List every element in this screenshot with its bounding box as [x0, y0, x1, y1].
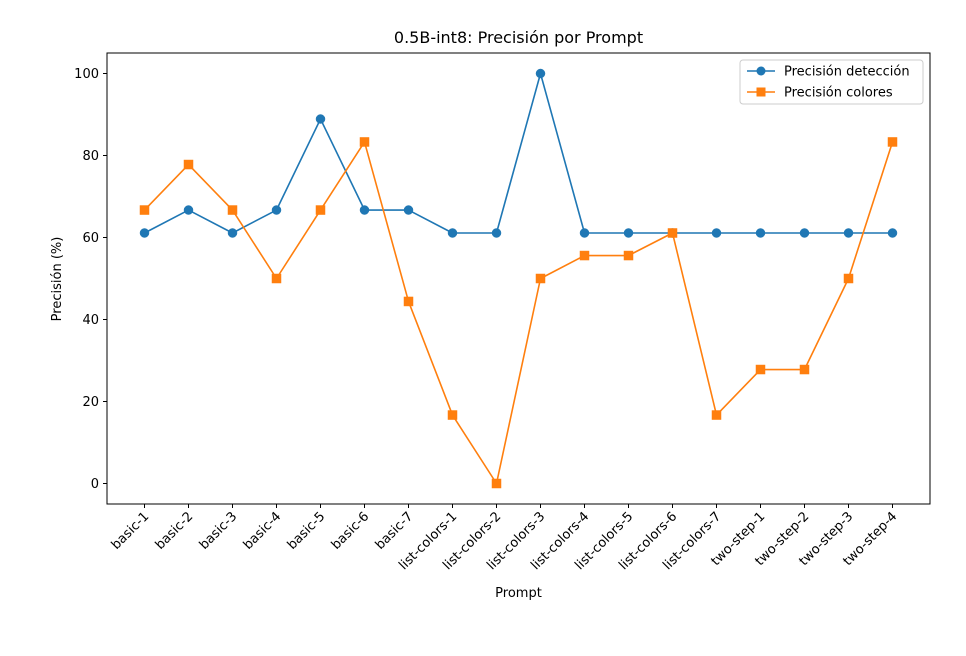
axes-frame: [106, 52, 931, 505]
legend-marker: [756, 66, 766, 76]
x-tick-label: basic-4: [241, 509, 285, 553]
data-point: [755, 364, 766, 375]
plot-background: [107, 53, 930, 504]
data-point: [227, 228, 238, 238]
y-tick-label: 100: [74, 67, 99, 82]
data-point: [887, 137, 898, 147]
data-point: [183, 159, 194, 170]
data-point: [315, 114, 326, 124]
legend-label: Precisión detección: [784, 65, 910, 80]
y-tick-label: 80: [82, 149, 99, 164]
data-point: [359, 137, 370, 147]
plot-area: [107, 53, 930, 504]
data-point: [139, 228, 150, 238]
y-tick-label: 40: [82, 313, 99, 328]
data-point: [799, 364, 810, 375]
data-point: [755, 228, 766, 238]
legend-entry: Precisión colores: [747, 86, 893, 101]
data-point: [271, 205, 282, 215]
data-point: [843, 273, 854, 284]
data-point: [315, 205, 326, 215]
data-point: [623, 250, 634, 261]
data-point: [183, 205, 194, 215]
x-tick-label: basic-3: [197, 509, 241, 553]
data-point: [535, 68, 546, 79]
data-point: [623, 228, 634, 238]
x-tick-label: basic-2: [153, 509, 197, 553]
series-1: [139, 68, 898, 238]
data-point: [711, 410, 722, 420]
x-axis-title: Prompt: [495, 586, 542, 601]
legend-marker: [756, 87, 766, 97]
x-tick-label: basic-6: [329, 509, 373, 553]
series-line: [144, 72, 893, 234]
legend-box: [739, 59, 924, 105]
data-point: [403, 205, 414, 215]
data-point: [711, 228, 722, 238]
data-point: [491, 478, 502, 489]
x-tick-label: basic-1: [109, 509, 153, 553]
data-point: [447, 228, 458, 238]
data-point: [579, 250, 590, 261]
data-point: [359, 205, 370, 215]
data-point: [139, 205, 150, 215]
y-tick-label: 60: [82, 231, 99, 246]
data-point: [403, 296, 414, 307]
data-point: [491, 228, 502, 238]
data-point: [799, 228, 810, 238]
legend-label: Precisión colores: [784, 86, 893, 101]
series-line: [143, 141, 894, 485]
data-point: [535, 273, 546, 284]
data-point: [227, 205, 238, 215]
y-axis-title: Precisión (%): [50, 237, 65, 322]
y-tick-label: 20: [82, 395, 99, 410]
data-point: [579, 228, 590, 238]
data-point: [447, 410, 458, 420]
y-tick-label: 0: [91, 477, 99, 492]
chart-title: 0.5B-int8: Precisión por Prompt: [394, 28, 643, 47]
series-2: [139, 137, 898, 489]
legend-entry: Precisión detección: [747, 65, 910, 80]
data-point: [667, 228, 678, 238]
data-point: [887, 228, 898, 238]
series-layer: [139, 68, 898, 489]
x-tick-label: basic-7: [373, 509, 417, 553]
x-tick-label: basic-5: [285, 509, 329, 553]
legend: Precisión detección Precisión colores: [739, 59, 924, 105]
data-point: [843, 228, 854, 238]
data-point: [271, 273, 282, 284]
